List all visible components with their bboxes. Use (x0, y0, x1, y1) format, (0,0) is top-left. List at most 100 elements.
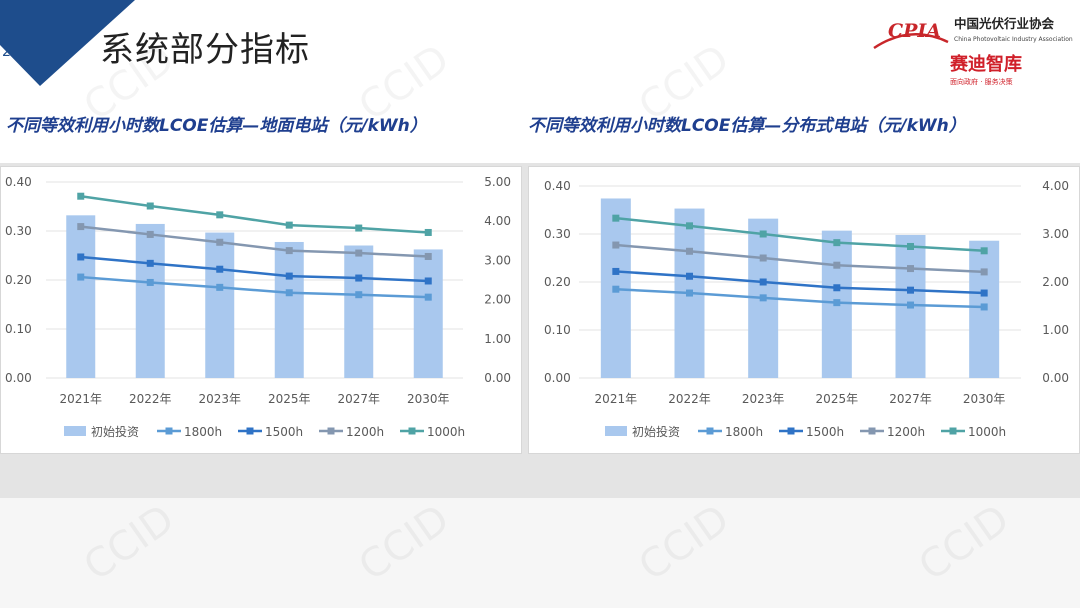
data-point-1500h (612, 267, 620, 275)
data-point-1800h (355, 291, 363, 299)
data-point-1000h (612, 214, 620, 222)
bar-initial-investment (205, 232, 235, 378)
data-point-1800h (833, 299, 841, 307)
y-right-tick-label: 0.00 (484, 371, 511, 385)
chart-panel-ground: 0.00 0.10 0.20 0.30 0.40 0.00 1.00 2.00 3.00 4.00… (0, 166, 522, 454)
y-right-tick-label: 2.00 (484, 293, 511, 307)
data-point-1000h (285, 221, 293, 229)
data-point-1000h (980, 247, 988, 255)
data-point-1500h (146, 259, 154, 267)
bar-initial-investment (66, 215, 96, 378)
legend-label: 初始投资 (91, 424, 139, 439)
y-left-tick-label: 0.00 (544, 371, 571, 385)
data-point-1800h (907, 301, 914, 309)
data-point-1500h (285, 272, 293, 280)
y-left-tick-label: 0.30 (5, 224, 32, 238)
data-point-1200h (686, 247, 693, 255)
data-point-1800h (77, 273, 85, 281)
data-point-1000h (686, 222, 693, 230)
legend-label: 1000h (968, 425, 1006, 439)
series-line-1500h (615, 270, 985, 295)
data-point-1000h (216, 211, 224, 219)
slide-number: 2 (2, 44, 11, 60)
data-point-1000h (146, 202, 154, 210)
y-right-tick-label: 1.00 (484, 332, 511, 346)
series-line-1800h (80, 275, 429, 299)
data-point-1800h (980, 303, 988, 311)
legend-label: 1200h (887, 425, 925, 439)
x-tick-label: 2022年 (668, 392, 711, 406)
y-left-tick-label: 0.00 (5, 371, 32, 385)
legend-label: 1200h (346, 425, 384, 439)
ccid-tagline: 面向政府 · 服务决策 (950, 77, 1013, 86)
x-tick-label: 2025年 (816, 392, 859, 406)
legend-label: 初始投资 (632, 424, 680, 439)
bar-initial-investment (274, 241, 304, 378)
data-point-1000h (424, 228, 432, 236)
legend-swatch-marker (408, 427, 416, 435)
data-point-1800h (146, 278, 154, 286)
x-tick-label: 2021年 (595, 392, 638, 406)
ccid-name: 赛迪智库 (949, 53, 1022, 75)
data-point-1200h (146, 230, 154, 238)
legend-label: 1800h (184, 425, 222, 439)
data-point-1500h (980, 289, 988, 297)
series-line-1200h (80, 225, 429, 258)
series-line-1000h (615, 216, 985, 253)
data-point-1200h (285, 247, 293, 255)
series-line-1500h (80, 255, 429, 283)
data-point-1200h (216, 238, 224, 246)
data-point-1200h (833, 261, 841, 269)
data-point-1800h (424, 293, 432, 301)
data-point-1500h (77, 253, 85, 261)
legend-label: 1500h (806, 425, 844, 439)
cpia-ccid-logo-icon: CPIA 中国光伏行业协会 China Photovoltaic Industr… (873, 16, 1073, 86)
data-point-1200h (424, 252, 432, 260)
chart-panel-distributed: 0.00 0.10 0.20 0.30 0.40 0.00 1.00 2.00 3.00 4.00… (528, 166, 1080, 454)
legend-swatch-marker (787, 427, 795, 435)
x-tick-label: 2030年 (407, 392, 450, 406)
data-point-1500h (907, 286, 914, 294)
data-point-1500h (216, 265, 224, 273)
legend-swatch-marker (949, 427, 957, 435)
legend-swatch-marker (246, 427, 254, 435)
data-point-1800h (285, 289, 293, 297)
data-point-1500h (759, 278, 767, 286)
y-right-tick-label: 4.00 (1042, 179, 1069, 193)
data-point-1000h (907, 242, 914, 250)
data-point-1800h (686, 289, 693, 297)
legend-swatch-bar (64, 426, 86, 436)
y-left-tick-label: 0.20 (5, 273, 32, 287)
y-left-tick-label: 0.40 (544, 179, 571, 193)
x-tick-label: 2021年 (59, 392, 102, 406)
corner-decoration (0, 0, 135, 86)
legend-swatch-marker (706, 427, 714, 435)
lcoe-ground-chart: 0.00 0.10 0.20 0.30 0.40 0.00 1.00 2.00 3.00 4.00… (5, 175, 511, 439)
legend-swatch-marker (868, 427, 876, 435)
data-point-1500h (355, 274, 363, 282)
data-point-1000h (77, 192, 85, 200)
data-point-1200h (907, 265, 914, 273)
y-right-tick-label: 3.00 (484, 253, 511, 267)
page-title: 系统部分指标 (100, 30, 310, 70)
y-right-tick-label: 0.00 (1042, 371, 1069, 385)
bar-initial-investment (344, 245, 374, 378)
data-point-1800h (612, 285, 620, 293)
x-tick-label: 2027年 (337, 392, 380, 406)
y-left-tick-label: 0.20 (544, 275, 571, 289)
data-point-1200h (77, 223, 85, 231)
bar-initial-investment (413, 249, 443, 378)
data-point-1000h (833, 239, 841, 247)
organization-logo: CPIA 中国光伏行业协会 China Photovoltaic Industr… (870, 4, 1075, 90)
y-right-tick-label: 3.00 (1042, 227, 1069, 241)
legend-label: 1800h (725, 425, 763, 439)
series-line-1800h (615, 287, 985, 309)
y-left-tick-label: 0.10 (5, 322, 32, 336)
x-tick-label: 2025年 (268, 392, 311, 406)
x-tick-label: 2030年 (963, 392, 1006, 406)
data-point-1000h (355, 224, 363, 232)
legend-swatch-marker (327, 427, 335, 435)
data-point-1000h (759, 230, 767, 238)
y-left-tick-label: 0.30 (544, 227, 571, 241)
legend-swatch-marker (165, 427, 173, 435)
